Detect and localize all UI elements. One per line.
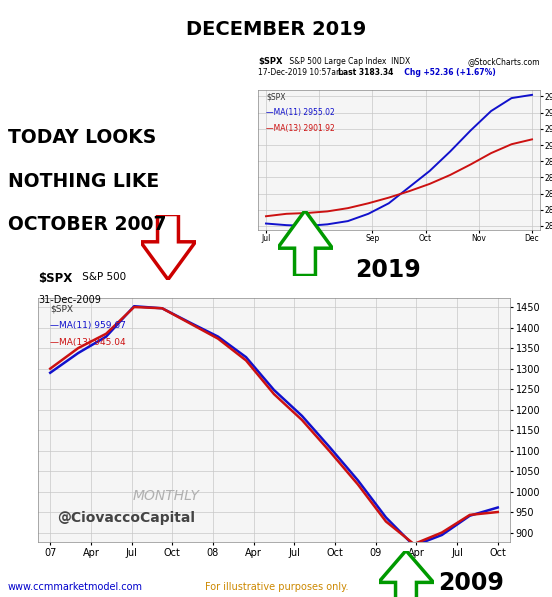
Polygon shape	[278, 211, 332, 275]
Polygon shape	[141, 214, 195, 279]
Text: —MA(13) 2901.92: —MA(13) 2901.92	[267, 124, 335, 133]
Text: MONTHLY: MONTHLY	[132, 488, 199, 503]
Text: —MA(11) 2955.02: —MA(11) 2955.02	[267, 108, 335, 117]
Text: TODAY LOOKS: TODAY LOOKS	[8, 128, 156, 147]
Text: $SPX: $SPX	[38, 272, 72, 285]
Text: NOTHING LIKE: NOTHING LIKE	[8, 171, 159, 190]
Text: S&P 500 Large Cap Index  INDX: S&P 500 Large Cap Index INDX	[286, 57, 410, 66]
Text: www.ccmmarketmodel.com: www.ccmmarketmodel.com	[8, 582, 143, 592]
Polygon shape	[379, 550, 433, 597]
Text: 2019: 2019	[355, 258, 421, 282]
Text: $SPX: $SPX	[258, 57, 283, 66]
Text: For illustrative purposes only.: For illustrative purposes only.	[205, 582, 348, 592]
Text: DECEMBER 2019: DECEMBER 2019	[186, 20, 366, 39]
Text: S&P 500: S&P 500	[79, 272, 126, 282]
Text: $SPX: $SPX	[267, 93, 286, 102]
Text: @CiovaccoCapital: @CiovaccoCapital	[57, 510, 195, 525]
Text: 31-Dec-2009: 31-Dec-2009	[38, 295, 101, 304]
Text: 17-Dec-2019 10:57am: 17-Dec-2019 10:57am	[258, 68, 348, 77]
Text: —MA(11) 959.67: —MA(11) 959.67	[50, 321, 126, 330]
Text: Last 3183.34: Last 3183.34	[338, 68, 394, 77]
Text: Chg +52.36 (+1.67%): Chg +52.36 (+1.67%)	[399, 68, 496, 77]
Text: @StockCharts.com: @StockCharts.com	[468, 57, 540, 66]
Text: 2009: 2009	[438, 571, 504, 595]
Text: —MA(13) 945.04: —MA(13) 945.04	[50, 338, 125, 347]
Text: $SPX: $SPX	[50, 304, 73, 313]
Text: OCTOBER 2007: OCTOBER 2007	[8, 215, 167, 234]
